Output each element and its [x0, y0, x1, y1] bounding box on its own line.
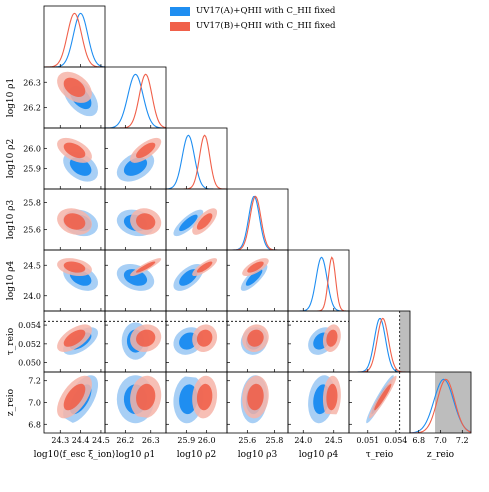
marginal-a-rho2 [166, 134, 227, 189]
contour-b-inner-tau-rho4 [326, 329, 338, 347]
contour-b-inner-tau-rho3 [247, 329, 264, 347]
xtick-label-z-2: 7.2 [456, 436, 469, 445]
contour-b-inner-rho4-rho2 [196, 261, 213, 273]
xaxis-label-rho4: log10 ρ4 [299, 450, 339, 460]
xtick-label-rho1-1: 26.3 [142, 436, 160, 445]
xtick-label-z-0: 6.8 [412, 436, 425, 445]
contour-b-inner-rho3-rho2 [196, 213, 213, 230]
legend-swatch-b [170, 22, 190, 31]
ytick-label-rho3-1: 25.8 [23, 199, 41, 208]
legend-item-b: UV17(B)+QHII with C_HII fixed [170, 19, 360, 34]
ytick-label-rho1-1: 26.3 [23, 78, 41, 87]
legend-swatch-a [170, 7, 190, 16]
contour-b-inner-tau-rho1 [136, 329, 156, 347]
contour-b-inner-z-rho3 [247, 383, 264, 411]
panel-frame-rho2-rho2 [165, 127, 228, 190]
legend: UV17(A)+QHII with C_HII fixed UV17(B)+QH… [170, 4, 360, 34]
marginal-b-z [410, 378, 471, 433]
contour-b-inner-tau-xi [63, 329, 86, 347]
panel-frame-rho4-rho4 [287, 249, 350, 312]
contour-b-inner-rho1-xi [63, 77, 86, 97]
legend-item-a: UV17(A)+QHII with C_HII fixed [170, 4, 360, 19]
ytick-label-tau-1: 0.052 [18, 340, 41, 349]
contour-b-inner-rho2-rho1 [136, 142, 156, 159]
contour-b-inner-z-tau [374, 383, 392, 411]
contour-b-inner-rho4-rho3 [247, 261, 264, 273]
ytick-label-z-0: 6.8 [28, 420, 41, 429]
marginal-a-rho3 [227, 195, 288, 250]
xaxis-label-rho2: log10 ρ2 [177, 450, 216, 460]
ytick-label-rho3-0: 25.6 [23, 226, 41, 235]
xtick-label-tau-0: 0.051 [356, 436, 379, 445]
contour-b-inner-rho4-rho1 [136, 261, 156, 273]
xaxis-label-tau: τ_reio [366, 450, 393, 460]
xtick-label-rho4-1: 24.5 [325, 436, 343, 445]
xtick-label-rho4-0: 24.0 [294, 436, 312, 445]
shade-z-z [435, 372, 471, 433]
contour-b-inner-rho4-xi [63, 261, 86, 273]
contour-a-inner-rho4-rho1 [123, 269, 148, 286]
contour-a-inner-rho2-rho1 [123, 157, 148, 176]
yaxis-label-rho3: log10 ρ3 [6, 200, 16, 240]
ytick-label-tau-0: 0.050 [18, 359, 41, 368]
contour-b-inner-rho3-rho1 [136, 213, 156, 230]
xtick-label-xi-2: 24.5 [92, 436, 110, 445]
ytick-label-z-2: 7.2 [28, 377, 41, 386]
xaxis-label-xi: log10⟨f_esc ξ_ion⟩ [34, 450, 116, 460]
yaxis-label-tau: τ_reio [6, 328, 16, 355]
ytick-label-rho4-0: 24.0 [23, 292, 41, 301]
xtick-label-rho3-1: 25.8 [266, 436, 284, 445]
ytick-label-rho2-0: 25.9 [23, 165, 41, 174]
contour-a-inner-rho4-rho3 [245, 269, 263, 286]
xtick-label-tau-1: 0.054 [384, 436, 407, 445]
xaxis-label-rho3: log10 ρ3 [238, 450, 278, 460]
panel-frame-rho1-rho1 [104, 66, 167, 129]
contour-a-inner-rho3-rho2 [179, 214, 198, 232]
xaxis-label-z: z_reio [427, 450, 454, 460]
yaxis-label-z: z_reio [6, 389, 16, 416]
legend-label-a: UV17(A)+QHII with C_HII fixed [196, 6, 336, 16]
xaxis-label-rho1: log10 ρ1 [116, 450, 155, 460]
panel-frame-xi-xi [43, 5, 106, 68]
marginal-a-rho4 [288, 256, 349, 311]
xtick-label-xi-1: 24.4 [72, 436, 90, 445]
marginal-b-xi [44, 12, 105, 67]
ytick-label-z-1: 7.0 [28, 399, 41, 408]
marginal-b-rho2 [166, 134, 227, 189]
marginal-a-xi [44, 12, 105, 67]
yaxis-label-rho4: log10 ρ4 [6, 261, 16, 301]
contour-b-inner-z-rho4 [326, 383, 338, 411]
xtick-label-rho2-1: 26.0 [198, 436, 216, 445]
ytick-label-rho1-0: 26.2 [23, 104, 41, 113]
xtick-label-z-1: 7.0 [434, 436, 447, 445]
legend-label-b: UV17(B)+QHII with C_HII fixed [196, 21, 336, 31]
contour-b-inner-z-rho2 [196, 383, 213, 411]
xtick-label-xi-0: 24.3 [51, 436, 69, 445]
marginal-a-rho1 [105, 73, 166, 128]
panel-frame-rho3-rho3 [226, 188, 289, 251]
marginal-b-rho1 [105, 73, 166, 128]
ytick-label-rho2-1: 26.0 [23, 144, 41, 153]
contour-b-inner-z-rho1 [136, 383, 156, 411]
contour-b-inner-tau-rho2 [196, 329, 213, 347]
xtick-label-rho2-0: 25.9 [177, 436, 195, 445]
xtick-label-rho1-0: 26.2 [116, 436, 134, 445]
ytick-label-rho4-1: 24.5 [23, 261, 41, 270]
ytick-label-tau-2: 0.054 [18, 321, 41, 330]
yaxis-label-rho2: log10 ρ2 [6, 139, 16, 178]
contour-b-inner-z-xi [63, 383, 86, 411]
yaxis-label-rho1: log10 ρ1 [6, 78, 16, 117]
xtick-label-rho3-0: 25.6 [238, 436, 256, 445]
contour-b-inner-rho3-xi [63, 213, 86, 230]
shade-tau-tau [399, 311, 410, 372]
